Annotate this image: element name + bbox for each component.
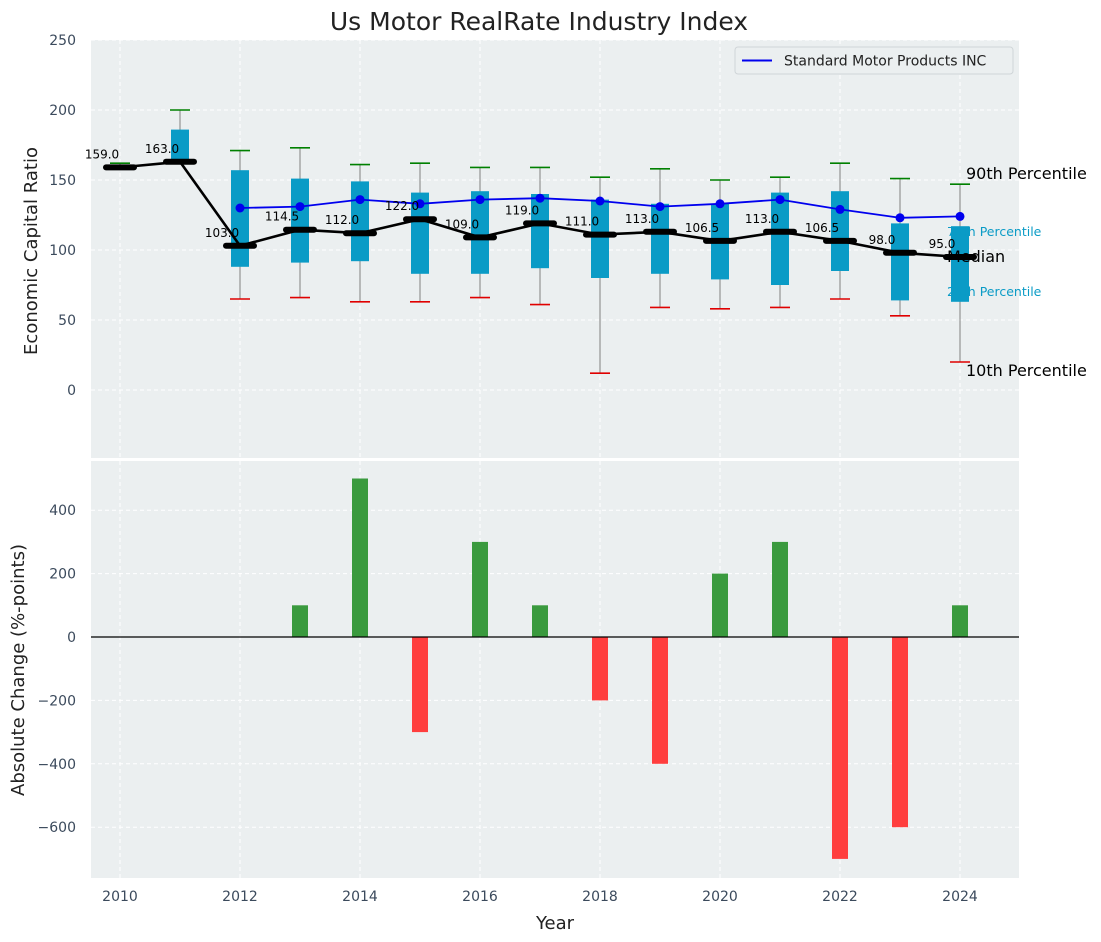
company-point (355, 195, 365, 205)
company-series (235, 193, 965, 223)
bottom-y-tick-label: 0 (67, 630, 76, 646)
x-tick-label: 2010 (102, 889, 138, 905)
box-iqr (291, 178, 309, 263)
median-data-label: 103.0 (205, 226, 239, 240)
x-tick-label: 2016 (462, 889, 498, 905)
x-ticks: 2010 2012 2014 2016 2018 2020 2022 2024 (102, 889, 978, 905)
top-panel: 250 200 150 100 50 0 159.0 163.0 103.0 114.5 112.… (21, 33, 1087, 458)
median-data-label: 95.0 (929, 237, 956, 251)
median-data-label: 109.0 (445, 217, 479, 231)
median-data-label: 112.0 (325, 213, 359, 227)
box-iqr (171, 129, 189, 162)
x-tick-label: 2018 (582, 889, 618, 905)
x-tick-label: 2024 (942, 889, 978, 905)
percentile-annotations: 90th Percentile 75th Percentile Median 2… (947, 164, 1087, 380)
change-bar (952, 605, 968, 637)
top-y-axis-label: Economic Capital Ratio (21, 147, 42, 355)
median-series (103, 158, 977, 260)
change-bar (412, 637, 428, 733)
change-bar (472, 541, 488, 637)
box-iqr (891, 223, 909, 301)
box-iqr (351, 181, 369, 262)
median-data-label: 159.0 (85, 147, 119, 161)
x-tick-label: 2012 (222, 889, 258, 905)
box-iqr (231, 170, 249, 267)
change-bar (592, 637, 608, 701)
company-point (415, 199, 425, 209)
company-point (895, 213, 905, 223)
box-iqr (771, 192, 789, 285)
bottom-y-tick-label: −400 (38, 757, 76, 773)
company-point (295, 202, 305, 212)
top-y-tick-label: 250 (49, 33, 76, 49)
legend-entry-label: Standard Motor Products INC (784, 54, 987, 70)
chart-title: Us Motor RealRate Industry Index (330, 7, 748, 36)
x-tick-label: 2022 (822, 889, 858, 905)
median-data-label: 119.0 (505, 203, 539, 217)
top-y-tick-label: 50 (58, 313, 76, 329)
x-tick-label: 2014 (342, 889, 378, 905)
p75-annotation: 75th Percentile (947, 224, 1042, 239)
company-point (595, 196, 605, 206)
company-point (535, 193, 545, 203)
company-point (775, 195, 785, 205)
bars (292, 478, 968, 859)
change-bar (832, 637, 848, 859)
company-point (655, 202, 665, 212)
bottom-plot-area (91, 461, 1019, 878)
median-data-label: 114.5 (265, 210, 299, 224)
bottom-y-axis-label: Absolute Change (%-points) (8, 544, 29, 796)
company-point (715, 199, 725, 209)
bottom-y-tick-label: −600 (38, 820, 76, 836)
bottom-y-tick-label: −200 (38, 693, 76, 709)
change-bar (772, 541, 788, 637)
median-data-label: 98.0 (869, 233, 896, 247)
p90-annotation: 90th Percentile (966, 164, 1087, 183)
x-axis-label: Year (535, 913, 575, 934)
top-y-tick-label: 150 (49, 173, 76, 189)
change-bar (652, 637, 668, 764)
box-iqr (411, 192, 429, 274)
box-iqr (471, 191, 489, 274)
top-y-ticks: 250 200 150 100 50 0 (49, 33, 76, 399)
box-iqr (591, 199, 609, 278)
company-point (475, 195, 485, 205)
legend: Standard Motor Products INC (734, 46, 1014, 75)
company-point (235, 203, 245, 213)
bottom-y-ticks: 400 200 0 −200 −400 −600 (38, 503, 76, 836)
x-tick-label: 2020 (702, 889, 738, 905)
median-data-label: 106.5 (685, 221, 719, 235)
bottom-panel: 400 200 0 −200 −400 −600 2010 2012 2014 2016 2018… (8, 461, 1019, 934)
median-data-label: 113.0 (625, 212, 659, 226)
change-bar (292, 605, 308, 637)
change-bar (892, 637, 908, 828)
box-iqr (951, 226, 969, 302)
change-bar (352, 478, 368, 637)
p25-annotation: 25th Percentile (947, 284, 1042, 299)
bottom-y-tick-label: 400 (49, 503, 76, 519)
bottom-y-tick-label: 200 (49, 567, 76, 583)
legend-frame (734, 46, 1014, 75)
median-annotation: Median (947, 247, 1005, 266)
change-bar (532, 605, 548, 637)
box-iqr (651, 203, 669, 274)
company-point (835, 204, 845, 214)
median-data-label: 163.0 (145, 142, 179, 156)
top-y-tick-label: 0 (67, 383, 76, 399)
median-data-label: 113.0 (745, 212, 779, 226)
boxes (110, 109, 970, 375)
box-iqr (531, 194, 549, 269)
box-iqr (831, 191, 849, 271)
change-bar (712, 573, 728, 637)
median-data-label: 106.5 (805, 221, 839, 235)
median-data-label: 111.0 (565, 215, 599, 229)
median-data-label: 122.0 (385, 199, 419, 213)
p10-annotation: 10th Percentile (966, 361, 1087, 380)
median-labels: 159.0 163.0 103.0 114.5 112.0 122.0 109.0 119.0… (85, 142, 956, 251)
top-y-tick-label: 200 (49, 103, 76, 119)
top-y-tick-label: 100 (49, 243, 76, 259)
company-point (955, 211, 965, 221)
